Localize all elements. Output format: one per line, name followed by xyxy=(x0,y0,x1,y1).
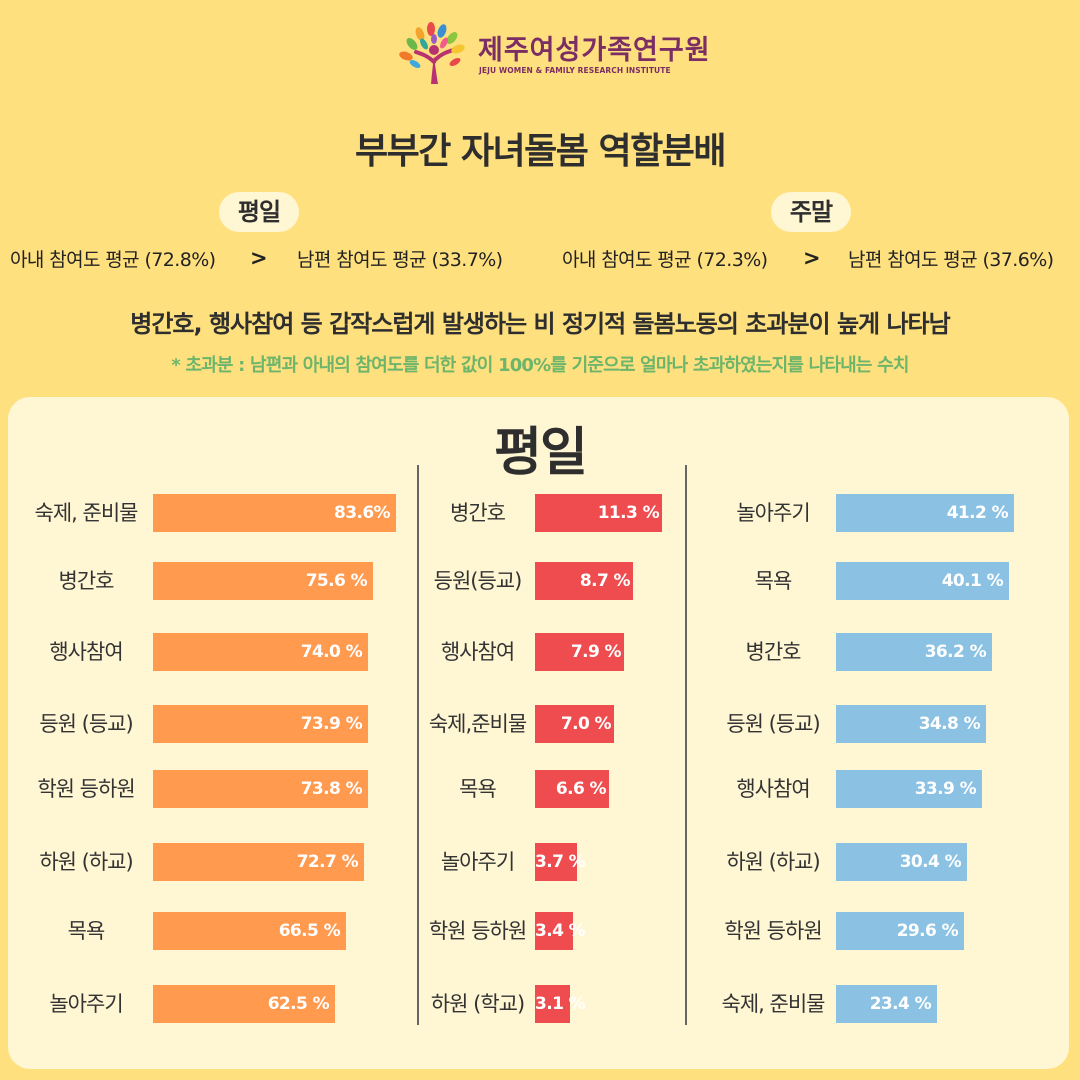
data-label: 3.1 % xyxy=(535,994,586,1014)
data-label: 30.4 % xyxy=(899,852,962,872)
category-label: 등원 (등교) xyxy=(726,712,820,736)
data-label: 72.7 % xyxy=(296,852,359,872)
category-label: 행사참여 xyxy=(736,777,810,801)
bar xyxy=(153,562,373,600)
headline: 병간호, 행사참여 등 갑작스럽게 발생하는 비 정기적 돌봄노동의 초과분이 … xyxy=(130,310,950,338)
bar xyxy=(535,494,662,532)
data-label: 7.0 % xyxy=(560,714,612,734)
weekend-badge: 주말 xyxy=(771,192,851,232)
data-label: 33.9 % xyxy=(914,779,977,799)
weekend-wife-average: 아내 참여도 평균 (72.3%) xyxy=(562,249,768,271)
bar xyxy=(836,705,986,743)
data-label: 7.9 % xyxy=(570,642,622,662)
category-label: 놀아주기 xyxy=(736,501,810,525)
panel-title: 평일 xyxy=(494,423,588,483)
category-label: 숙제,준비물 xyxy=(428,712,527,736)
data-label: 83.6% xyxy=(334,503,391,523)
bar xyxy=(153,494,396,532)
institute-logo: 제주여성가족연구원 JEJU WOMEN & FAMILY RESEARCH I… xyxy=(398,22,710,88)
page-title: 부부간 자녀돌봄 역할분배 xyxy=(355,131,726,172)
data-label: 73.9 % xyxy=(300,714,363,734)
bar xyxy=(535,985,570,1023)
bar xyxy=(535,705,614,743)
bar xyxy=(836,770,982,808)
data-label: 66.5 % xyxy=(278,921,341,941)
data-label: 75.6 % xyxy=(305,571,368,591)
category-label: 병간호 xyxy=(745,640,802,664)
weekend-husband-average: 남편 참여도 평균 (37.6%) xyxy=(848,249,1054,271)
column-divider xyxy=(685,465,687,1025)
category-label: 숙제, 준비물 xyxy=(721,992,826,1016)
logo-name-english: JEJU WOMEN & FAMILY RESEARCH INSTITUTE xyxy=(479,66,671,75)
data-label: 74.0 % xyxy=(300,642,363,662)
data-label: 29.6 % xyxy=(896,921,959,941)
category-label: 숙제, 준비물 xyxy=(34,501,139,525)
bar xyxy=(535,770,609,808)
data-label: 3.4 % xyxy=(535,921,586,941)
category-label: 놀아주기 xyxy=(440,850,515,874)
bar xyxy=(836,985,937,1023)
column-divider xyxy=(417,465,419,1025)
tree-logo-icon xyxy=(399,22,465,84)
category-label: 등원 (등교) xyxy=(39,712,133,736)
logo-name-korean: 제주여성가족연구원 xyxy=(478,35,711,66)
data-label: 8.7 % xyxy=(579,571,631,591)
category-label: 학원 등하원 xyxy=(428,919,527,943)
bar xyxy=(836,912,964,950)
weekday-badge: 평일 xyxy=(219,192,299,232)
weekday-wife-average: 아내 참여도 평균 (72.8%) xyxy=(10,249,216,271)
data-label: 40.1 % xyxy=(941,571,1004,591)
category-label: 하원 (하교) xyxy=(39,850,133,874)
data-label: 36.2 % xyxy=(924,642,987,662)
bar xyxy=(535,843,577,881)
category-label: 목욕 xyxy=(67,919,106,943)
weekend-greater-than: > xyxy=(803,246,821,270)
data-label: 11.3 % xyxy=(597,503,660,523)
bar xyxy=(836,843,967,881)
bar xyxy=(836,494,1014,532)
footnote: * 초과분 : 남편과 아내의 참여도를 더한 값이 100%를 기준으로 얼마… xyxy=(171,355,909,376)
data-label: 73.8 % xyxy=(300,779,363,799)
category-label: 목욕 xyxy=(459,777,497,801)
category-label: 병간호 xyxy=(58,569,115,593)
bar xyxy=(535,633,624,671)
category-label: 병간호 xyxy=(450,501,506,525)
data-label: 41.2 % xyxy=(946,503,1009,523)
category-label: 행사참여 xyxy=(49,640,123,664)
category-label: 놀아주기 xyxy=(49,992,123,1016)
category-label: 하원 (학교) xyxy=(430,992,525,1016)
data-label: 62.5 % xyxy=(267,994,330,1014)
bar xyxy=(535,912,573,950)
category-label: 등원(등교) xyxy=(433,569,523,593)
data-label: 23.4 % xyxy=(869,994,932,1014)
bar xyxy=(836,633,992,671)
bar xyxy=(153,843,364,881)
data-label: 3.7 % xyxy=(535,852,586,872)
data-label: 34.8 % xyxy=(918,714,981,734)
bar xyxy=(153,633,368,671)
category-label: 학원 등하원 xyxy=(724,919,822,943)
weekday-greater-than: > xyxy=(250,246,268,270)
bar xyxy=(535,562,633,600)
bar xyxy=(153,985,335,1023)
category-label: 행사참여 xyxy=(440,640,515,664)
weekday-husband-average: 남편 참여도 평균 (33.7%) xyxy=(297,249,503,271)
bar xyxy=(153,912,346,950)
category-label: 하원 (하교) xyxy=(726,850,820,874)
bar xyxy=(153,705,368,743)
bar xyxy=(153,770,368,808)
bar xyxy=(836,562,1009,600)
data-label: 6.6 % xyxy=(555,779,607,799)
category-label: 학원 등하원 xyxy=(37,777,135,801)
category-label: 목욕 xyxy=(754,569,793,593)
